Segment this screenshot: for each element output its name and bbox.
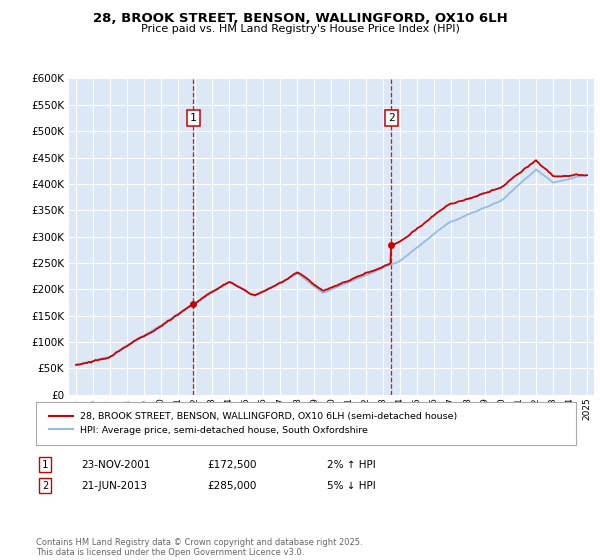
Text: 1: 1 [42, 460, 48, 470]
Text: 2: 2 [42, 480, 48, 491]
Text: Contains HM Land Registry data © Crown copyright and database right 2025.
This d: Contains HM Land Registry data © Crown c… [36, 538, 362, 557]
Text: 5% ↓ HPI: 5% ↓ HPI [327, 480, 376, 491]
Text: 23-NOV-2001: 23-NOV-2001 [81, 460, 151, 470]
Text: 2% ↑ HPI: 2% ↑ HPI [327, 460, 376, 470]
Text: 1: 1 [190, 113, 197, 123]
Text: £285,000: £285,000 [207, 480, 256, 491]
Text: Price paid vs. HM Land Registry's House Price Index (HPI): Price paid vs. HM Land Registry's House … [140, 24, 460, 34]
Text: 21-JUN-2013: 21-JUN-2013 [81, 480, 147, 491]
Text: 2: 2 [388, 113, 395, 123]
Text: 28, BROOK STREET, BENSON, WALLINGFORD, OX10 6LH: 28, BROOK STREET, BENSON, WALLINGFORD, O… [92, 12, 508, 25]
Text: £172,500: £172,500 [207, 460, 257, 470]
Legend: 28, BROOK STREET, BENSON, WALLINGFORD, OX10 6LH (semi-detached house), HPI: Aver: 28, BROOK STREET, BENSON, WALLINGFORD, O… [46, 409, 460, 437]
